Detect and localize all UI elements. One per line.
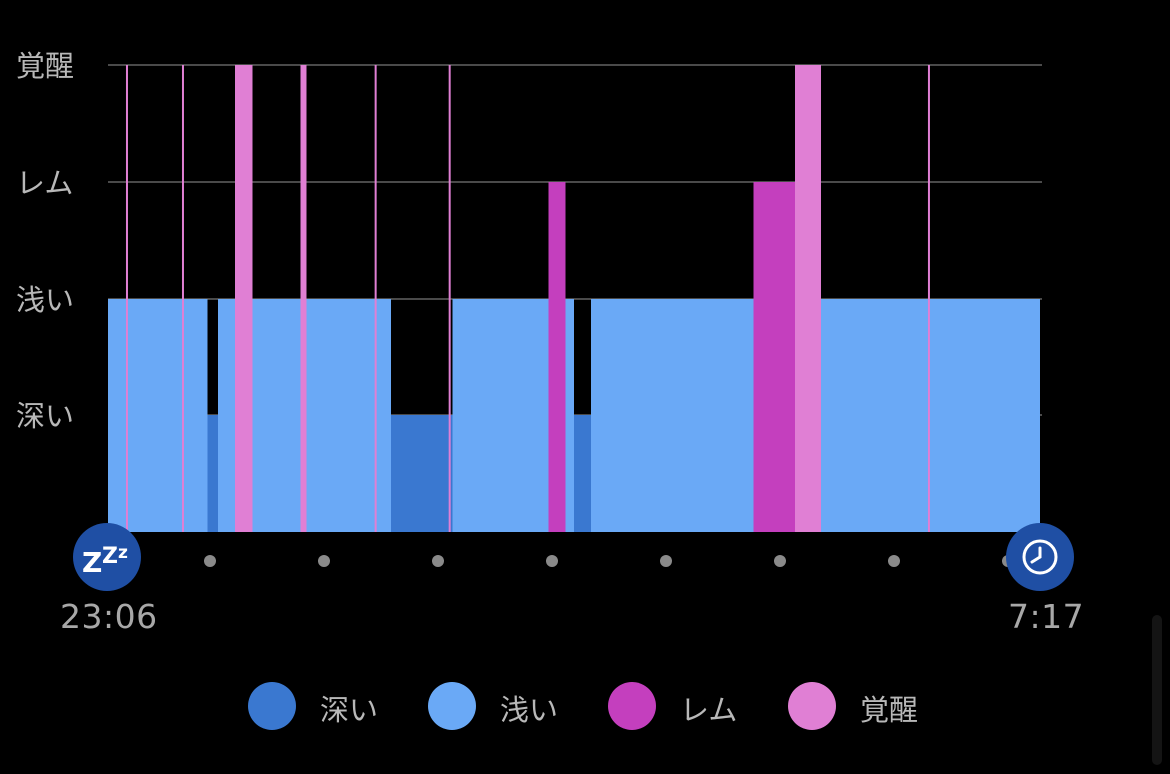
segment-deep-11: [574, 415, 592, 532]
sleep-zzz-icon: Z Z z: [73, 523, 141, 591]
legend-label-light: 浅い: [500, 693, 559, 727]
segment-light-8: [452, 299, 549, 532]
segment-awake-3: [235, 65, 253, 532]
segment-light-2: [218, 299, 236, 532]
scrollbar[interactable]: [1152, 615, 1162, 765]
time-dot-5: [774, 555, 786, 567]
legend-swatch-deep: [248, 682, 296, 730]
svg-text:z: z: [118, 543, 128, 563]
y-label-light: 浅い: [16, 283, 74, 317]
time-dot-2: [432, 555, 444, 567]
segment-light-12: [591, 299, 754, 532]
end-time-label: 7:17: [1008, 597, 1085, 636]
y-label-deep: 深い: [16, 399, 74, 433]
time-dot-1: [318, 555, 330, 567]
time-dot-0: [204, 555, 216, 567]
segment-light-4: [252, 299, 301, 532]
sleep-segments: [108, 65, 1040, 532]
time-dot-4: [660, 555, 672, 567]
legend-swatch-light: [428, 682, 476, 730]
segment-awake-14: [795, 65, 821, 532]
segment-light-15: [820, 299, 1040, 532]
legend-swatch-rem: [608, 682, 656, 730]
alarm-clock-icon: [1006, 523, 1074, 591]
y-label-rem: レム: [16, 166, 73, 200]
segment-light-0: [108, 299, 208, 532]
svg-text:Z: Z: [82, 546, 102, 579]
time-dot-3: [546, 555, 558, 567]
segment-light-6: [306, 299, 391, 532]
time-axis-dots: [204, 555, 1014, 567]
legend: 深い 浅い レム 覚醒: [0, 681, 1170, 731]
start-time-label: 23:06: [60, 597, 158, 636]
segment-rem-9: [548, 182, 566, 532]
time-dot-6: [888, 555, 900, 567]
legend-swatch-awake: [788, 682, 836, 730]
segment-awake-5: [300, 65, 307, 532]
legend-label-awake: 覚醒: [860, 693, 919, 727]
legend-label-rem: レム: [680, 693, 738, 727]
segment-deep-7: [390, 415, 453, 532]
segment-deep-1: [207, 415, 219, 532]
y-label-awake: 覚醒: [16, 49, 74, 83]
segment-rem-13: [753, 182, 796, 532]
svg-text:Z: Z: [102, 544, 118, 569]
legend-label-deep: 深い: [320, 693, 379, 727]
segment-light-10: [565, 299, 574, 532]
